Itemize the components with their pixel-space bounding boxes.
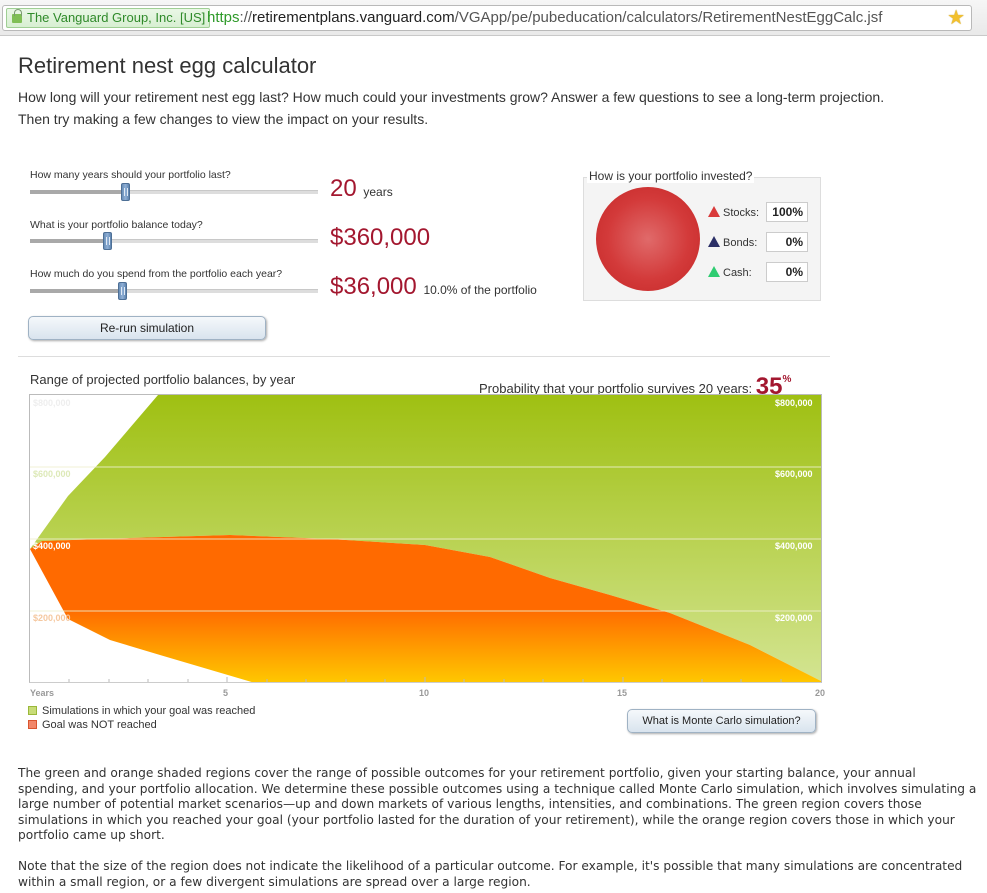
y-label-200k: $200,000 — [775, 613, 813, 623]
cash-label: Cash: — [723, 267, 752, 279]
balance-value: $360,000 — [330, 224, 431, 251]
y-label-800k: $800,000 — [775, 398, 813, 408]
intro-text: How long will your retirement nest egg l… — [18, 86, 968, 130]
intro-line-1: How long will your retirement nest egg l… — [18, 89, 885, 105]
balance-slider-fill — [30, 239, 108, 243]
bonds-percent-input[interactable]: 0% — [766, 232, 808, 252]
monte-carlo-info-button[interactable]: What is Monte Carlo simulation? — [627, 709, 816, 733]
explanation-paragraph-1: The green and orange shaded regions cove… — [18, 766, 977, 842]
legend-goal-reached-label: Simulations in which your goal was reach… — [42, 705, 256, 717]
stocks-percent-input[interactable]: 100% — [766, 202, 808, 222]
url-text[interactable]: https://retirementplans.vanguard.com/VGA… — [207, 9, 882, 27]
address-bar: The Vanguard Group, Inc. [US] https://re… — [0, 0, 987, 36]
bonds-triangle-icon — [708, 236, 720, 247]
x-tick-20: 20 — [815, 688, 826, 698]
years-number: 20 — [330, 175, 357, 202]
cash-percent-input[interactable]: 0% — [766, 262, 808, 282]
allocation-title: How is your portfolio invested? — [587, 169, 755, 183]
balance-slider-thumb[interactable] — [103, 232, 112, 250]
allocation-row-stocks: Stocks: — [708, 206, 759, 219]
allocation-pie-chart — [596, 187, 700, 291]
legend-goal-reached: Simulations in which your goal was reach… — [28, 705, 255, 717]
y-label-400k: $400,000 — [775, 541, 813, 551]
chart-title: Range of projected portfolio balances, b… — [30, 372, 296, 387]
years-slider-thumb[interactable] — [121, 183, 130, 201]
allocation-row-cash: Cash: — [708, 266, 752, 279]
balance-question: What is your portfolio balance today? — [30, 219, 203, 231]
intro-line-2: Then try making a few changes to view th… — [18, 111, 429, 127]
orange-swatch-icon — [28, 720, 37, 729]
url-path: /VGApp/pe/pubeducation/calculators/Retir… — [454, 9, 883, 26]
url-host: retirementplans.vanguard.com — [252, 9, 455, 26]
projection-chart-svg — [30, 395, 821, 682]
url-sep: :// — [239, 9, 253, 26]
ev-certificate-badge[interactable]: The Vanguard Group, Inc. [US] — [6, 8, 211, 28]
legend-goal-not-reached-label: Goal was NOT reached — [42, 719, 157, 731]
years-value: 20 years — [330, 175, 393, 203]
y-label-left-800k: $800,000 — [33, 398, 71, 408]
spending-number: $36,000 — [330, 273, 417, 300]
stocks-label: Stocks: — [723, 207, 760, 219]
years-slider[interactable] — [30, 183, 318, 201]
y-label-left-600k: $600,000 — [33, 469, 71, 479]
allocation-panel: Stocks: 100% Bonds: 0% Cash: 0% — [583, 177, 821, 301]
stocks-triangle-icon — [708, 206, 720, 217]
y-label-left-400k: $400,000 — [33, 541, 71, 551]
page-title: Retirement nest egg calculator — [18, 53, 317, 78]
y-label-left-200k: $200,000 — [33, 613, 71, 623]
green-swatch-icon — [28, 706, 37, 715]
x-tick-5: 5 — [223, 688, 229, 698]
legend-goal-not-reached: Goal was NOT reached — [28, 719, 157, 731]
x-tick-10: 10 — [419, 688, 430, 698]
probability-unit: % — [782, 374, 792, 385]
ev-label: The Vanguard Group, Inc. [US] — [27, 10, 206, 25]
section-divider — [18, 356, 830, 357]
years-question: How many years should your portfolio las… — [30, 169, 231, 181]
projection-chart — [29, 394, 822, 683]
balance-slider[interactable] — [30, 232, 318, 250]
cash-triangle-icon — [708, 266, 720, 277]
years-slider-fill — [30, 190, 126, 194]
rerun-simulation-button[interactable]: Re-run simulation — [28, 316, 266, 340]
allocation-row-bonds: Bonds: — [708, 236, 757, 249]
bonds-label: Bonds: — [723, 237, 758, 249]
spending-value: $36,000 10.0% of the portfolio — [330, 273, 537, 301]
spending-slider-fill — [30, 289, 123, 293]
x-tick-15: 15 — [617, 688, 628, 698]
star-icon[interactable]: ★ — [947, 7, 965, 29]
spending-slider-thumb[interactable] — [118, 282, 127, 300]
probability-label: Probability that your portfolio survives… — [479, 381, 753, 396]
lock-icon — [12, 9, 22, 23]
spending-slider[interactable] — [30, 282, 318, 300]
url-field[interactable]: The Vanguard Group, Inc. [US] https://re… — [2, 5, 972, 31]
x-axis-label: Years — [30, 688, 55, 698]
y-label-600k: $600,000 — [775, 469, 813, 479]
spending-note: 10.0% of the portfolio — [423, 283, 537, 297]
spending-question: How much do you spend from the portfolio… — [30, 268, 283, 280]
years-unit: years — [363, 185, 393, 199]
url-scheme: https — [207, 9, 240, 26]
explanation-paragraph-2: Note that the size of the region does no… — [18, 859, 963, 889]
